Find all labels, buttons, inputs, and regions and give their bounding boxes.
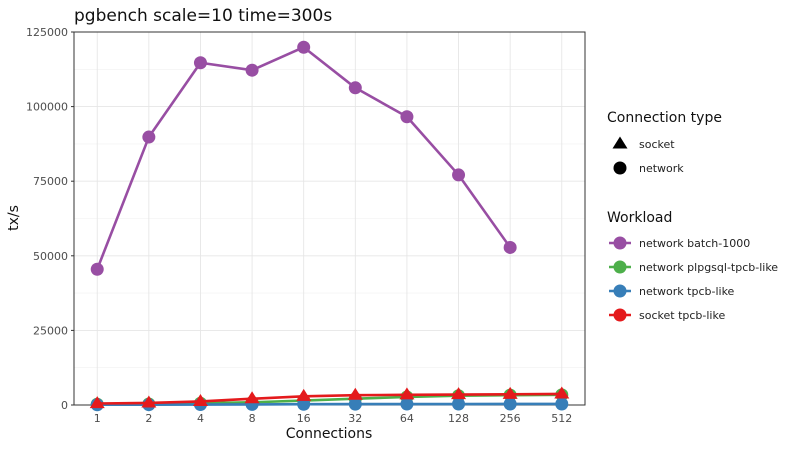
data-point [451, 387, 467, 400]
data-point [244, 391, 260, 404]
legend-key-dot [613, 308, 627, 322]
y-tick-label: 75000 [33, 175, 68, 188]
data-point [297, 40, 311, 54]
data-point [192, 393, 208, 406]
x-tick-label: 1 [94, 412, 101, 425]
legend-key-triangle [612, 136, 628, 149]
legend-label: socket [639, 138, 675, 151]
x-tick-label: 2 [145, 412, 152, 425]
series-socket-tpcb-like [89, 386, 570, 409]
data-point [90, 262, 104, 276]
x-tick-label: 512 [551, 412, 572, 425]
data-point [503, 397, 517, 411]
data-point [452, 397, 466, 411]
y-tick-label: 50000 [33, 250, 68, 263]
data-point [297, 397, 311, 411]
data-point [142, 130, 156, 144]
data-point [348, 397, 362, 411]
legend-key-circle [613, 161, 627, 175]
x-tick-label: 4 [197, 412, 204, 425]
x-tick-label: 256 [500, 412, 521, 425]
x-tick-label: 8 [249, 412, 256, 425]
legend-title-connection-type: Connection type [607, 110, 722, 126]
series-network-batch-1000 [90, 40, 517, 276]
legend-key-dot [613, 236, 627, 250]
data-point [89, 396, 105, 409]
data-point [296, 388, 312, 401]
data-point [400, 110, 414, 124]
data-point [502, 386, 518, 399]
y-tick-label: 100000 [26, 101, 68, 114]
data-point [141, 395, 157, 408]
legend-label: network tpcb-like [639, 285, 735, 298]
chart-title: pgbench scale=10 time=300s [74, 6, 332, 26]
data-point [503, 240, 517, 254]
y-tick-label: 125000 [26, 26, 68, 39]
x-axis-label: Connections [286, 426, 373, 442]
legend-label: network batch-1000 [639, 237, 750, 250]
data-point [400, 397, 414, 411]
data-point [452, 168, 466, 182]
x-tick-label: 64 [400, 412, 414, 425]
data-point [348, 81, 362, 95]
x-tick-label: 32 [348, 412, 362, 425]
series-line [97, 392, 562, 405]
data-point [555, 397, 569, 411]
legend-key-dot [613, 260, 627, 274]
x-tick-label: 128 [448, 412, 469, 425]
y-tick-label: 0 [61, 399, 68, 412]
data-point [347, 387, 363, 400]
y-tick-label: 25000 [33, 324, 68, 337]
legend-label: network plpgsql-tpcb-like [639, 261, 778, 274]
legend-label: socket tpcb-like [639, 309, 725, 322]
data-point [399, 387, 415, 400]
y-axis-label: tx/s [6, 205, 22, 231]
x-tick-label: 16 [297, 412, 311, 425]
legend-title-workload: Workload [607, 210, 672, 226]
legend-key-dot [613, 284, 627, 298]
data-point [245, 63, 259, 77]
legend-label: network [639, 162, 684, 175]
data-point [554, 386, 570, 399]
data-point [193, 56, 207, 70]
series-line [97, 402, 562, 407]
